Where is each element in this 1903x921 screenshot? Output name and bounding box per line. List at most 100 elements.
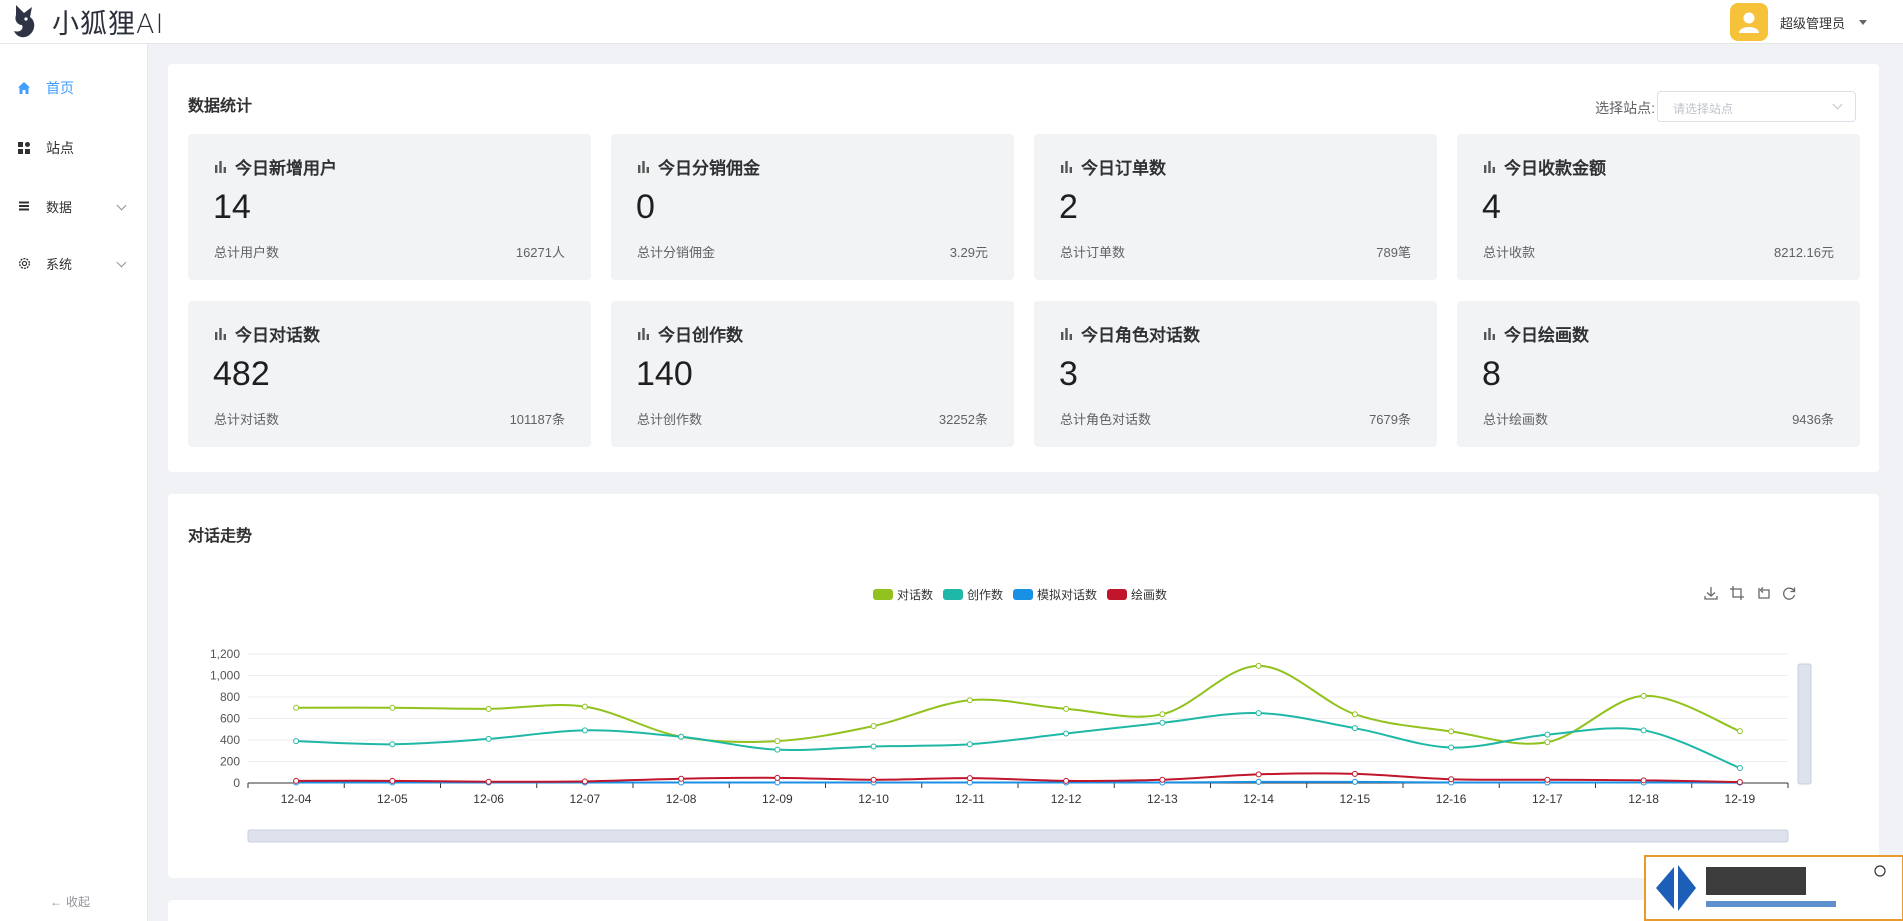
zoom-select-icon[interactable] xyxy=(1728,584,1746,602)
site-select-label: 选择站点: xyxy=(1595,100,1655,116)
stat-card-value: 4 xyxy=(1482,188,1501,226)
data-point[interactable] xyxy=(870,743,877,750)
sidebar-item-label: 首页 xyxy=(46,80,74,96)
data-point[interactable] xyxy=(581,727,588,734)
data-point[interactable] xyxy=(774,738,781,745)
data-point[interactable] xyxy=(678,775,685,782)
data-point[interactable] xyxy=(1159,719,1166,726)
bottom-panel xyxy=(168,900,1879,921)
data-point[interactable] xyxy=(1736,764,1743,771)
bar-chart-icon xyxy=(638,161,649,173)
data-point[interactable] xyxy=(1063,777,1070,784)
refresh-icon[interactable] xyxy=(1780,584,1798,602)
data-point[interactable] xyxy=(870,723,877,730)
x-tick-label: 12-17 xyxy=(1532,792,1563,806)
x-tick-label: 12-16 xyxy=(1436,792,1467,806)
data-point[interactable] xyxy=(1255,771,1262,778)
data-point[interactable] xyxy=(293,738,300,745)
sidebar-item-sites[interactable]: 站点 xyxy=(0,128,147,168)
data-point[interactable] xyxy=(485,735,492,742)
data-point[interactable] xyxy=(1448,744,1455,751)
data-point[interactable] xyxy=(1255,778,1262,785)
data-point[interactable] xyxy=(1640,692,1647,699)
data-point[interactable] xyxy=(485,705,492,712)
logo[interactable]: 小狐狸AI xyxy=(10,2,164,40)
legend-item[interactable]: 绘画数 xyxy=(1107,586,1167,603)
data-point[interactable] xyxy=(1736,779,1743,786)
sidebar-item-data[interactable]: 数据 xyxy=(0,186,147,226)
legend-item[interactable]: 模拟对话数 xyxy=(1013,586,1097,603)
stat-card-title: 今日收款金额 xyxy=(1483,154,1606,179)
data-point[interactable] xyxy=(774,746,781,753)
data-point[interactable] xyxy=(1351,770,1358,777)
stat-card-title: 今日对话数 xyxy=(214,321,320,346)
data-point[interactable] xyxy=(966,741,973,748)
data-point[interactable] xyxy=(1736,728,1743,735)
stat-card-sub-label: 总计角色对话数 xyxy=(1060,412,1152,427)
data-point[interactable] xyxy=(581,778,588,785)
data-point[interactable] xyxy=(1255,710,1262,717)
data-point[interactable] xyxy=(774,774,781,781)
data-point[interactable] xyxy=(966,775,973,782)
grid-icon xyxy=(16,140,32,156)
sidebar-item-label: 站点 xyxy=(46,140,74,156)
data-point[interactable] xyxy=(1448,776,1455,783)
data-point[interactable] xyxy=(1544,739,1551,746)
data-point[interactable] xyxy=(485,778,492,785)
data-point[interactable] xyxy=(1063,730,1070,737)
chevron-down-icon xyxy=(116,200,127,211)
sidebar-item-system[interactable]: 系统 xyxy=(0,243,147,283)
bar-chart-icon xyxy=(215,328,226,340)
download-icon[interactable] xyxy=(1702,584,1720,602)
stat-card-total: 8212.16元 xyxy=(1774,245,1834,260)
bar-chart-icon xyxy=(1484,328,1495,340)
site-select[interactable]: 请选择站点 xyxy=(1657,91,1856,122)
data-point[interactable] xyxy=(1063,705,1070,712)
data-point[interactable] xyxy=(1351,725,1358,732)
data-point[interactable] xyxy=(389,704,396,711)
data-point[interactable] xyxy=(1351,778,1358,785)
data-point[interactable] xyxy=(1544,776,1551,783)
stat-card-title: 今日创作数 xyxy=(637,321,743,346)
zoom-reset-icon[interactable] xyxy=(1754,584,1772,602)
y-tick-label: 1,000 xyxy=(210,669,240,683)
data-point[interactable] xyxy=(678,733,685,740)
user-name[interactable]: 超级管理员 xyxy=(1779,15,1845,31)
legend-swatch xyxy=(873,589,893,600)
legend-item[interactable]: 创作数 xyxy=(943,586,1003,603)
data-point[interactable] xyxy=(389,777,396,784)
avatar[interactable] xyxy=(1729,3,1768,41)
x-zoom-slider[interactable] xyxy=(247,829,1789,843)
collapse-button[interactable]: ← 收起 xyxy=(50,893,90,910)
y-zoom-slider[interactable] xyxy=(1797,663,1812,785)
stat-card-value: 8 xyxy=(1482,355,1501,393)
x-tick-label: 12-06 xyxy=(473,792,504,806)
legend-item[interactable]: 对话数 xyxy=(873,586,933,603)
data-point[interactable] xyxy=(966,697,973,704)
data-point[interactable] xyxy=(1159,711,1166,718)
data-point[interactable] xyxy=(1351,711,1358,718)
stat-card-sub-label: 总计分销佣金 xyxy=(637,245,716,260)
data-point[interactable] xyxy=(1640,727,1647,734)
sidebar-item-home[interactable]: 首页 xyxy=(0,68,147,108)
fox-logo-icon xyxy=(14,5,35,38)
stat-card-title-text: 今日对话数 xyxy=(235,326,320,345)
data-point[interactable] xyxy=(293,777,300,784)
stat-card-sub-label: 总计订单数 xyxy=(1060,245,1126,260)
data-point[interactable] xyxy=(1159,776,1166,783)
data-point[interactable] xyxy=(389,741,396,748)
stat-card-title-text: 今日角色对话数 xyxy=(1081,326,1200,345)
stat-card-sub-label: 总计创作数 xyxy=(637,412,703,427)
data-point[interactable] xyxy=(581,703,588,710)
caret-down-icon[interactable] xyxy=(1859,19,1867,25)
data-point[interactable] xyxy=(870,776,877,783)
y-tick-label: 1,200 xyxy=(210,647,240,661)
data-point[interactable] xyxy=(1255,662,1262,669)
stat-card-title: 今日订单数 xyxy=(1060,154,1166,179)
data-point[interactable] xyxy=(1448,728,1455,735)
data-point[interactable] xyxy=(1640,777,1647,784)
data-point[interactable] xyxy=(1544,731,1551,738)
stat-card-sub-label: 总计对话数 xyxy=(214,412,280,427)
data-point[interactable] xyxy=(293,704,300,711)
user-menu[interactable]: 超级管理员 xyxy=(1729,3,1867,41)
